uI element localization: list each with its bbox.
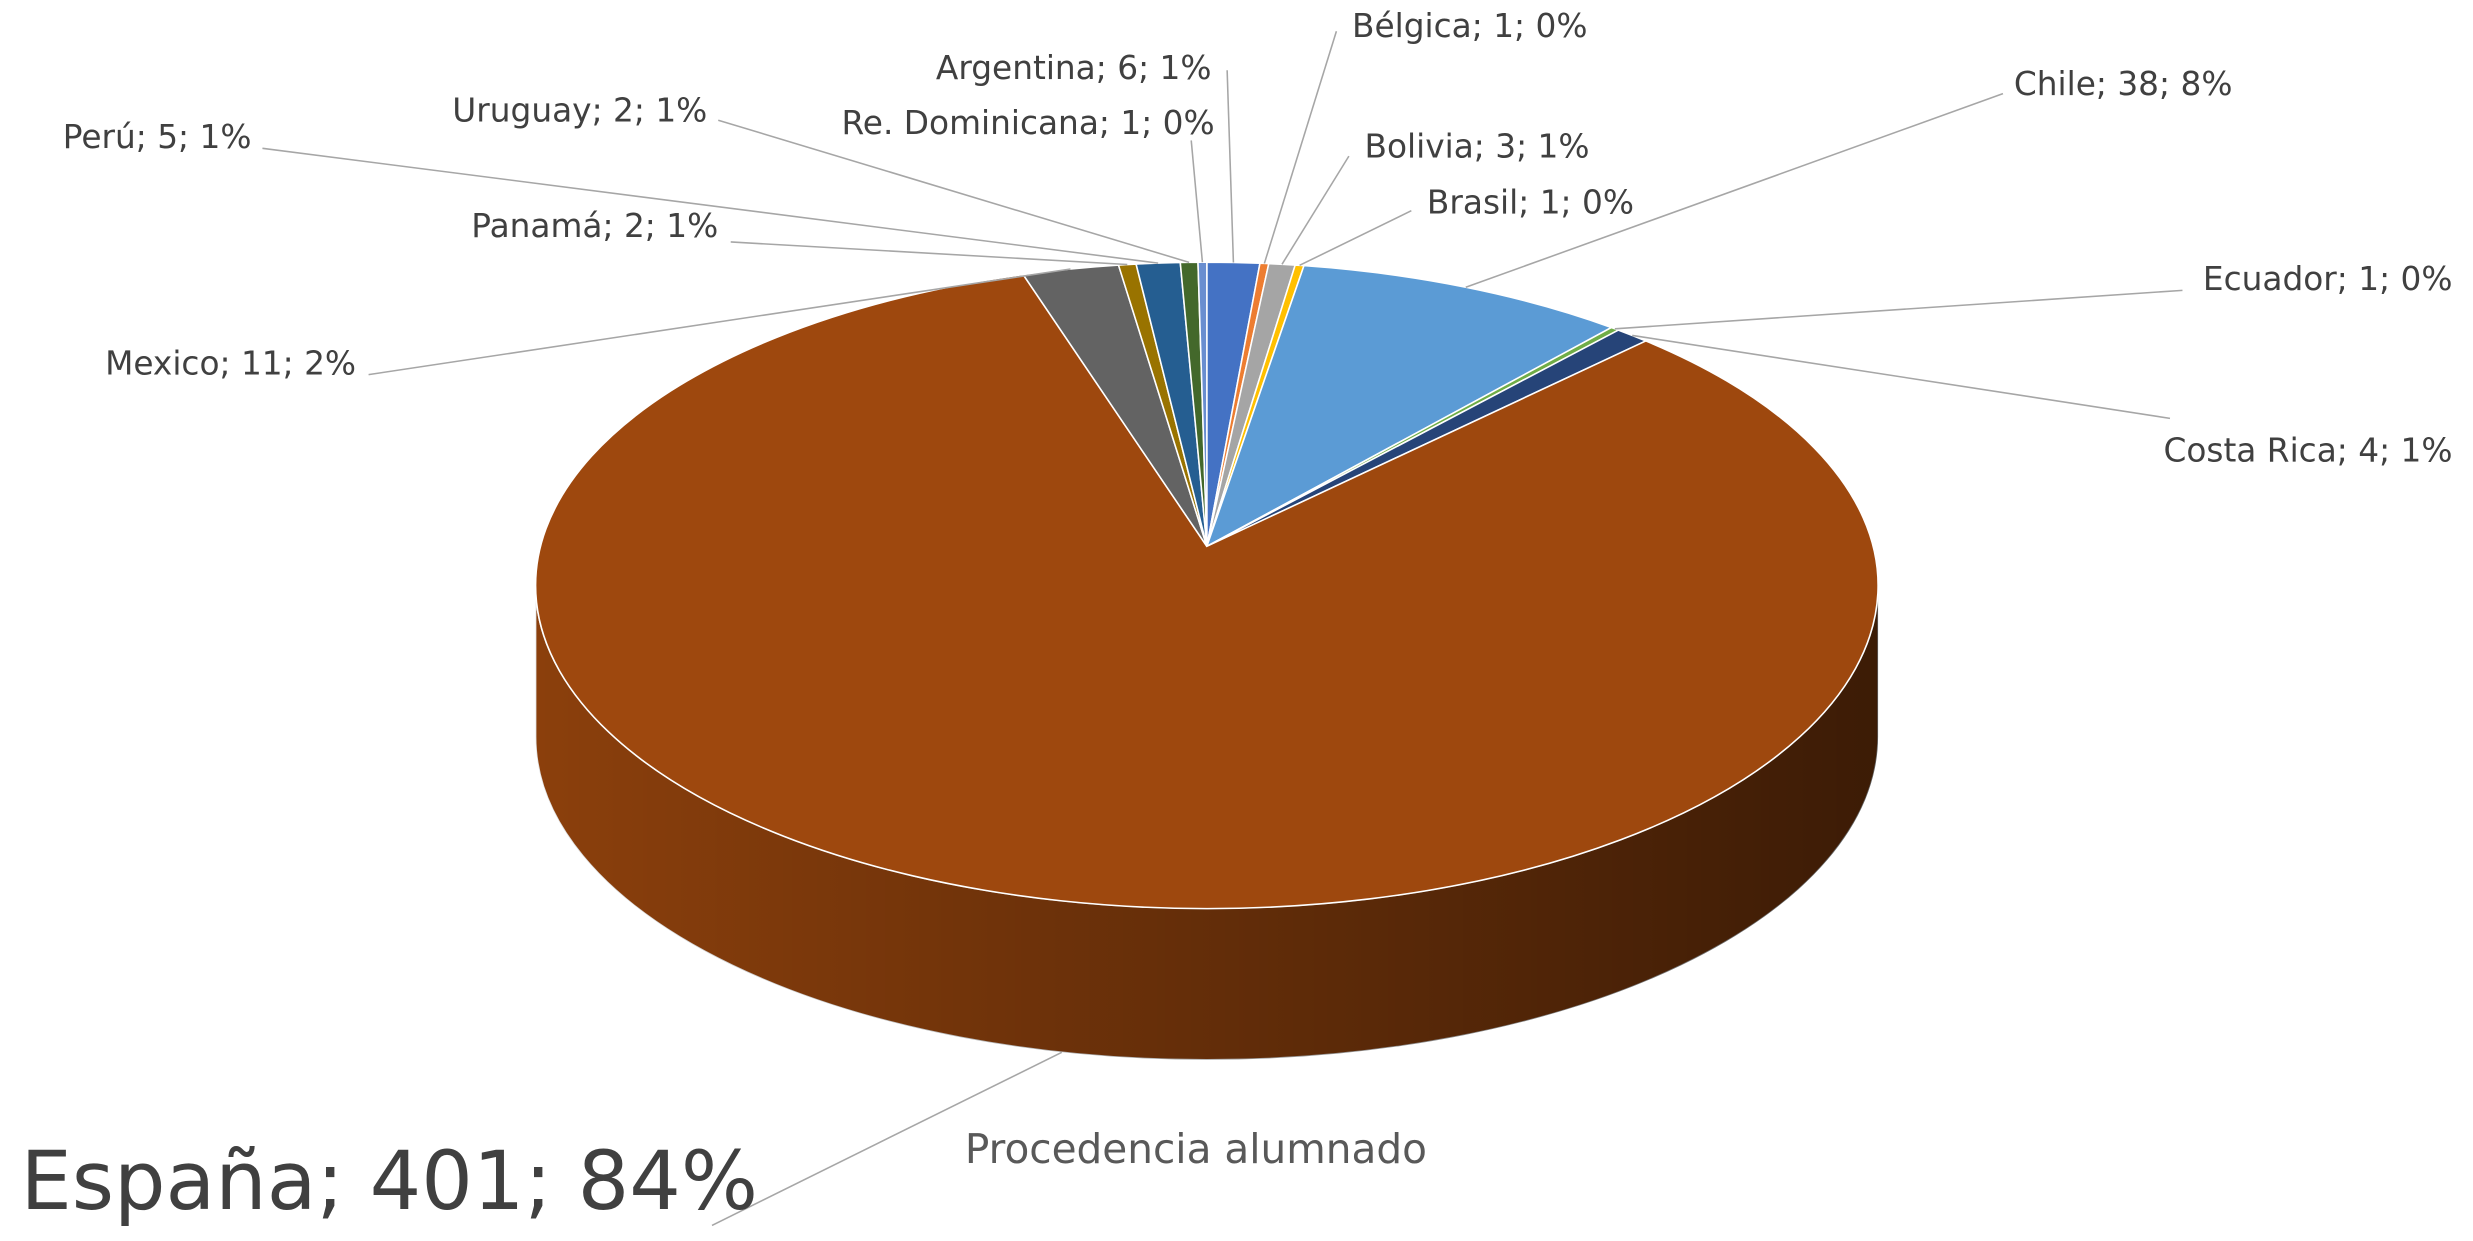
data-label: Brasil; 1; 0%: [1427, 183, 1634, 221]
leader-line: [1281, 155, 1350, 265]
leader-line: [262, 147, 1159, 264]
data-label: Bolivia; 3; 1%: [1365, 127, 1590, 165]
data-label: Chile; 38; 8%: [2014, 65, 2233, 103]
leader-line: [1226, 70, 1235, 263]
slice: [534, 273, 1879, 910]
data-label: Ecuador; 1; 0%: [2203, 260, 2453, 298]
slice-side-shade: [535, 585, 1879, 1060]
data-label: Argentina; 6; 1%: [936, 49, 1212, 87]
leader-line: [1299, 210, 1412, 267]
data-label: Re. Dominicana; 1; 0%: [842, 104, 1215, 142]
leader-line: [730, 241, 1128, 266]
chart-title: Procedencia alumnado: [965, 1125, 1427, 1173]
data-label: España; 401; 84%: [20, 1135, 758, 1229]
leader-line: [1465, 92, 2004, 288]
leader-line: [1190, 140, 1204, 263]
leader-line: [368, 268, 1071, 376]
data-label: Costa Rica; 4; 1%: [2163, 432, 2452, 470]
leader-line: [1263, 30, 1338, 264]
data-label: Bélgica; 1; 0%: [1352, 7, 1587, 45]
data-label: Panamá; 2; 1%: [471, 207, 718, 245]
data-label: Mexico; 11; 2%: [105, 344, 356, 382]
leader-line: [1632, 334, 2171, 420]
leader-line: [718, 119, 1190, 264]
leader-line: [1614, 289, 2183, 330]
data-label: Uruguay; 2; 1%: [452, 91, 707, 129]
leader-line: [711, 1051, 1063, 1227]
slice: [1205, 264, 1614, 548]
data-label: Perú; 5; 1%: [63, 118, 252, 156]
